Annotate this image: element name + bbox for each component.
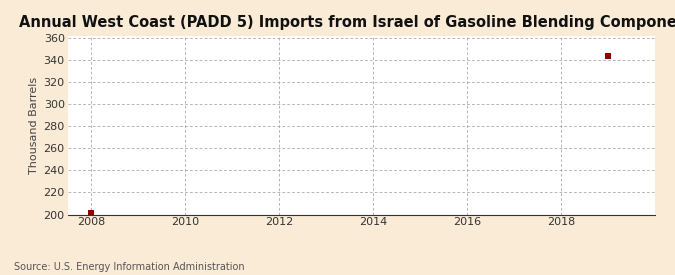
Title: Annual West Coast (PADD 5) Imports from Israel of Gasoline Blending Components: Annual West Coast (PADD 5) Imports from … xyxy=(19,15,675,31)
Y-axis label: Thousand Barrels: Thousand Barrels xyxy=(29,76,39,174)
Text: Source: U.S. Energy Information Administration: Source: U.S. Energy Information Administ… xyxy=(14,262,244,272)
